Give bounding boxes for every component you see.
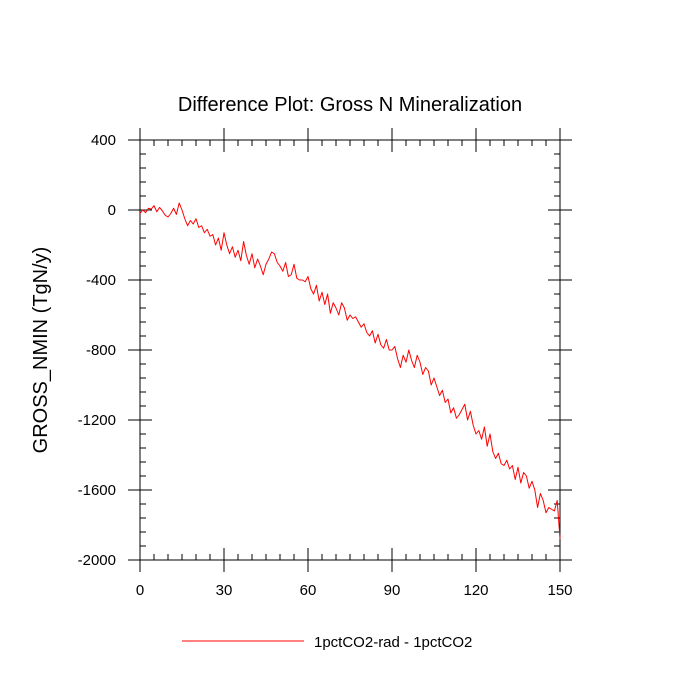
legend-label: 1pctCO2-rad - 1pctCO2 bbox=[314, 634, 472, 651]
y-tick-label: 0 bbox=[108, 202, 116, 219]
x-tick-label: 90 bbox=[384, 582, 401, 599]
x-tick-label: 60 bbox=[300, 582, 317, 599]
tick-labels: 0 30 60 90 120 150 400 0 -400 -800 -1200 -1600 -2000 bbox=[78, 132, 573, 599]
x-tick-label: 0 bbox=[136, 582, 144, 599]
y-axis-label: GROSS_NMIN (TgN/y) bbox=[30, 247, 52, 454]
y-tick-label: -400 bbox=[86, 272, 116, 289]
x-tick-label: 120 bbox=[463, 582, 488, 599]
y-tick-label: -2000 bbox=[78, 552, 116, 569]
series-line-1pctCO2-rad-minus-1pctCO2 bbox=[139, 202, 561, 540]
chart-title: Difference Plot: Gross N Mineralization bbox=[178, 94, 522, 116]
x-tick-label: 150 bbox=[547, 582, 572, 599]
y-tick-label: -1200 bbox=[78, 412, 116, 429]
legend: 1pctCO2-rad - 1pctCO2 bbox=[182, 634, 472, 651]
y-tick-label: -1600 bbox=[78, 482, 116, 499]
x-tick-label: 30 bbox=[216, 582, 233, 599]
axis-ticks bbox=[128, 128, 572, 572]
plot-frame bbox=[139, 139, 561, 561]
y-tick-label: -800 bbox=[86, 342, 116, 359]
y-tick-label: 400 bbox=[91, 132, 116, 149]
